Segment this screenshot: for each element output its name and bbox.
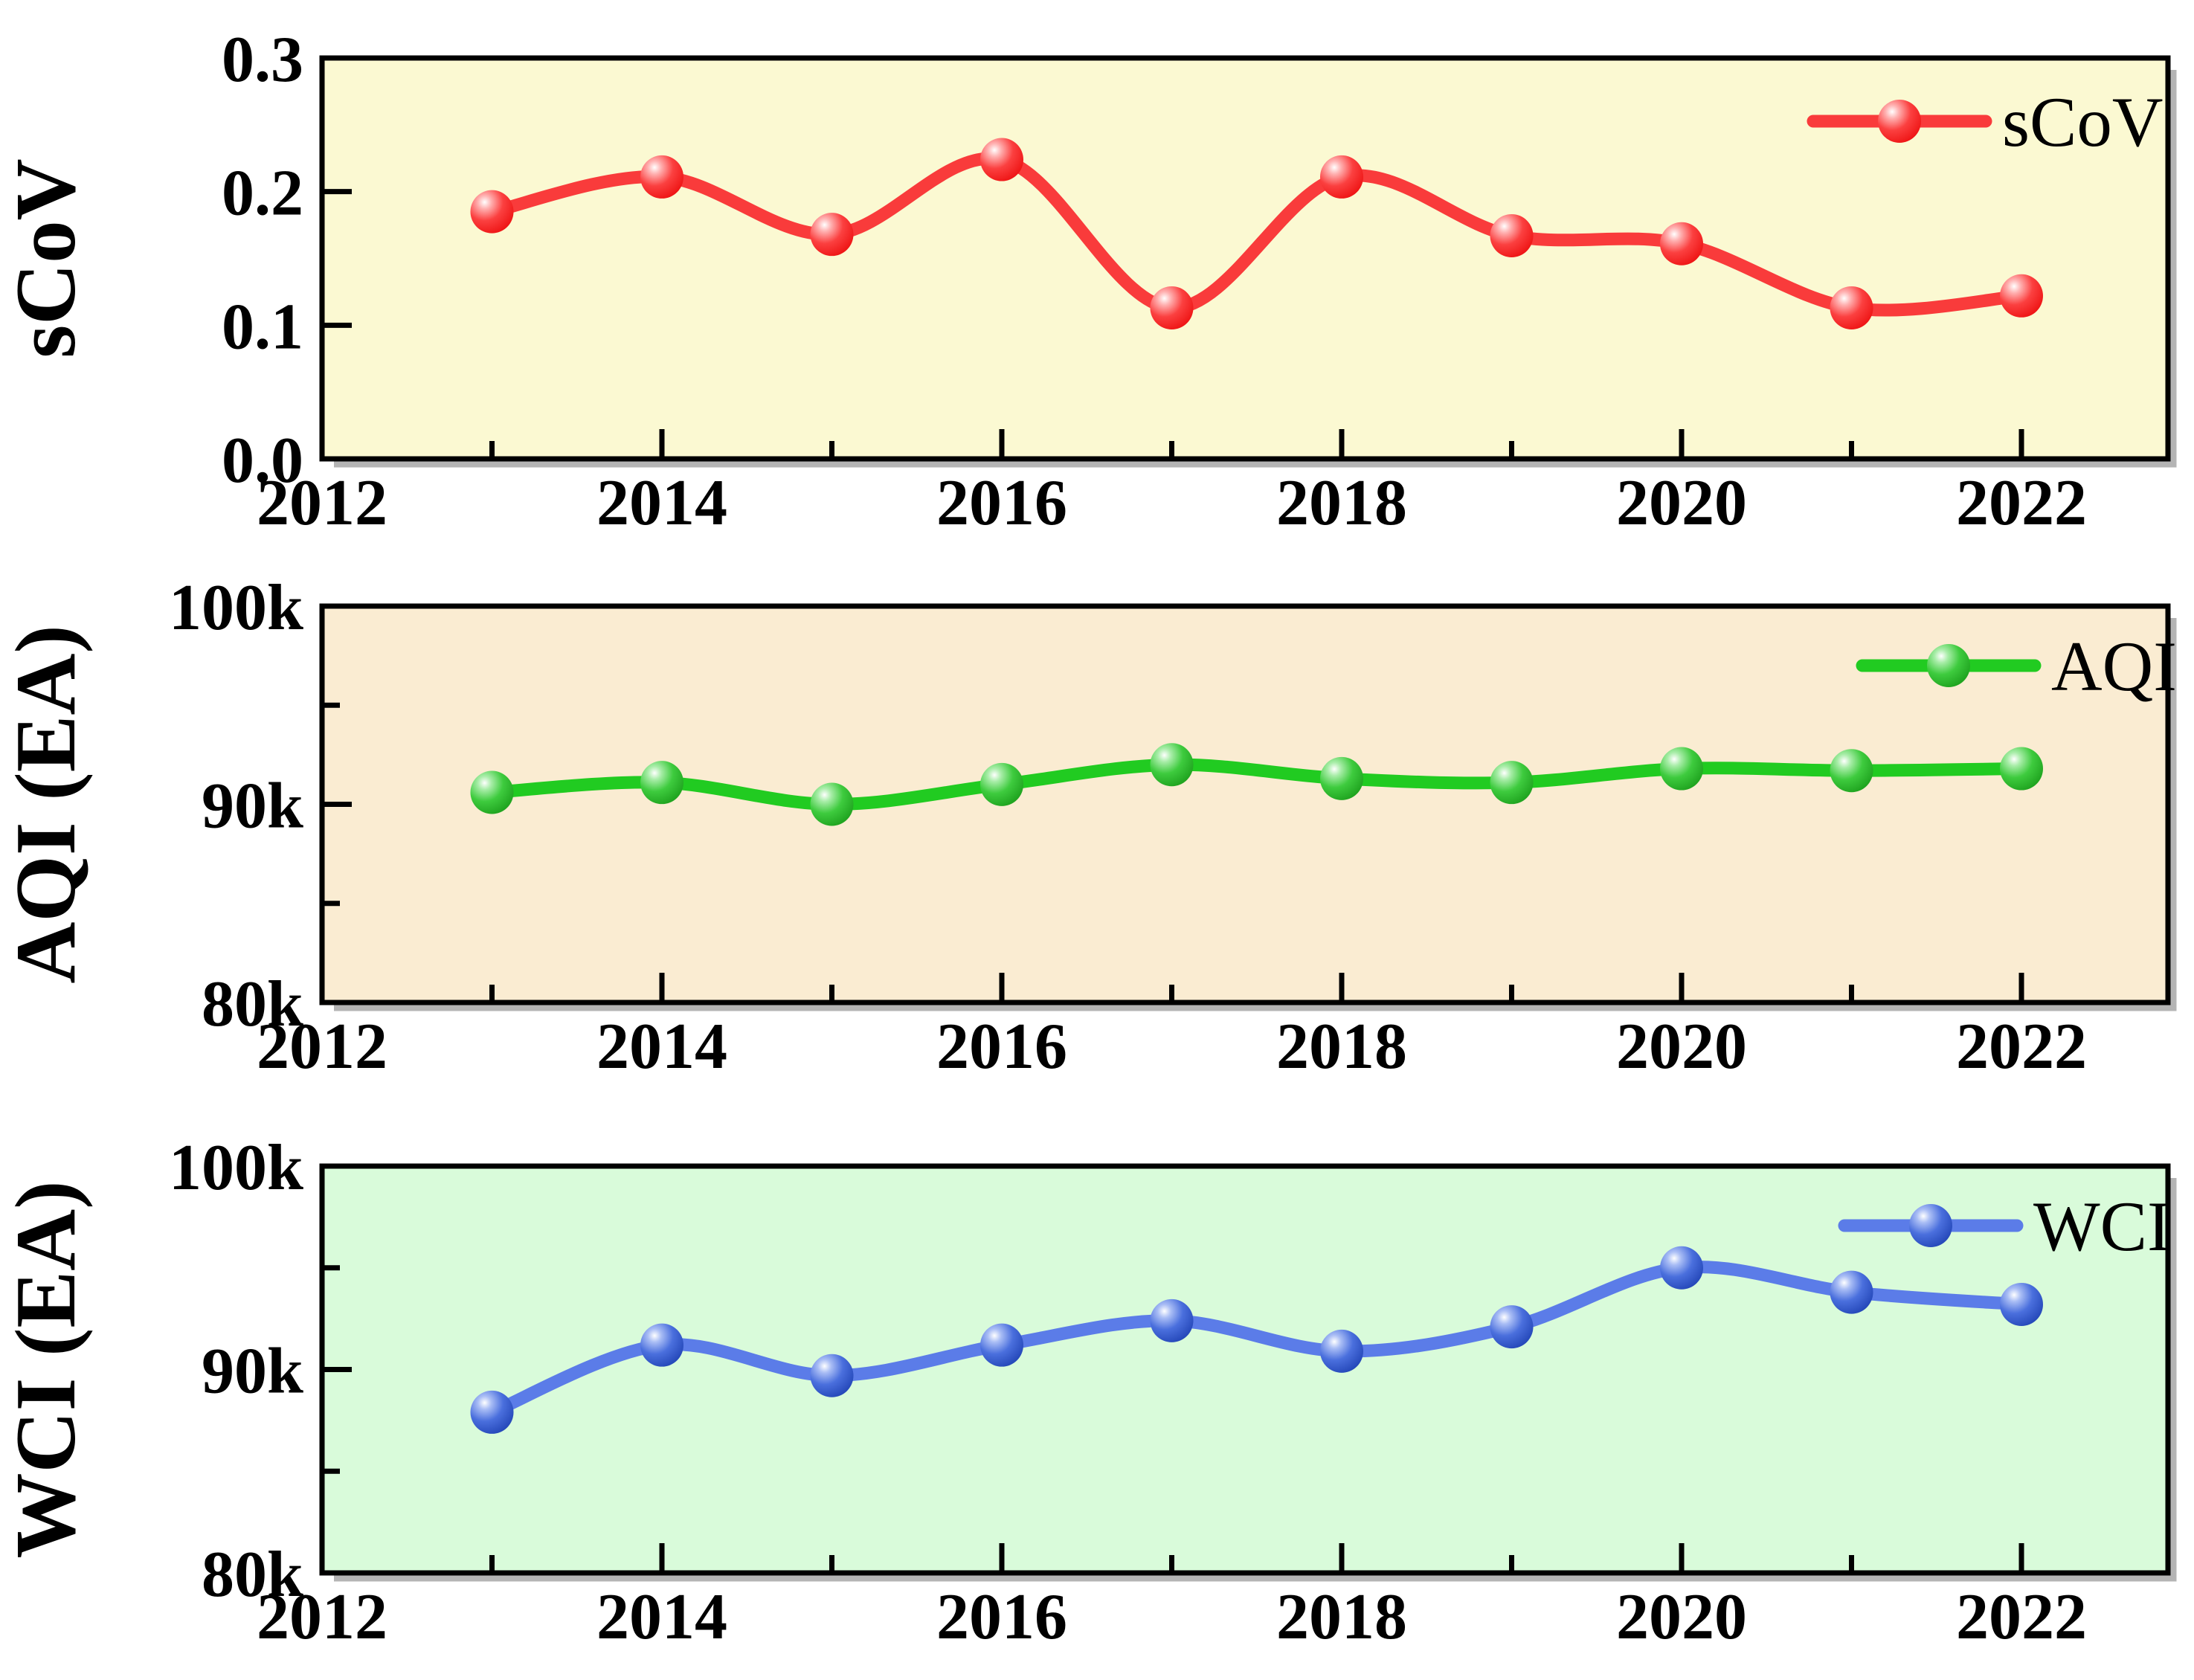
scov-data-point-marker <box>1660 222 1703 265</box>
wci-y-axis-title: WCI (EA) <box>0 1181 93 1559</box>
scov-data-point-marker <box>1830 286 1873 329</box>
wci-data-point-marker <box>1320 1329 1363 1373</box>
wci-chart: 2012 2014 2016 2018 2020 2022 80k 90k 100k WCI (E… <box>0 1132 2177 1653</box>
scov-legend-label: sCoV <box>2002 83 2163 161</box>
x-tick-label: 2022 <box>1956 1581 2087 1653</box>
y-tick-label: 90k <box>202 770 303 843</box>
x-tick-label: 2018 <box>1276 467 1407 539</box>
x-tick-label: 2022 <box>1956 1011 2087 1083</box>
wci-legend-marker <box>1909 1204 1952 1247</box>
aqi-data-point-marker <box>1490 761 1534 805</box>
x-tick-label: 2018 <box>1276 1581 1407 1653</box>
scov-data-point-marker <box>810 213 854 257</box>
frame-shadow <box>334 618 2177 1011</box>
frame-shadow <box>334 1178 2177 1582</box>
x-tick-label: 2020 <box>1616 1011 1747 1083</box>
scov-data-point-marker <box>470 190 514 234</box>
y-tick-label: 100k <box>169 572 303 644</box>
aqi-data-point-marker <box>1320 756 1363 800</box>
scov-y-axis-title: sCoV <box>0 158 93 358</box>
aqi-data-point-marker <box>2000 747 2043 791</box>
x-tick-label: 2016 <box>936 467 1067 539</box>
aqi-data-point-marker <box>810 782 854 826</box>
aqi-data-point-marker <box>1830 749 1873 793</box>
frame-shadow <box>334 70 2177 468</box>
y-tick-label: 80k <box>202 968 303 1040</box>
x-tick-label: 2020 <box>1616 467 1747 539</box>
wci-plot-frame <box>319 1163 2171 1576</box>
y-tick-label: 80k <box>202 1539 303 1611</box>
x-tick-label: 2020 <box>1616 1581 1747 1653</box>
wci-data-point-marker <box>1660 1246 1703 1290</box>
y-tick-label: 0.0 <box>222 425 303 497</box>
wci-data-point-marker <box>470 1390 514 1434</box>
aqi-legend-marker <box>1927 644 1970 687</box>
y-tick-label: 0.1 <box>222 291 303 363</box>
scov-data-point-marker <box>1150 286 1194 329</box>
scov-legend-marker <box>1878 100 1921 143</box>
scov-data-point-marker <box>1490 213 1534 257</box>
wci-data-point-marker <box>1490 1305 1534 1349</box>
y-tick-label: 0.2 <box>222 158 303 230</box>
aqi-data-point-marker <box>640 761 683 805</box>
scov-chart: 2012 2014 2016 2018 2020 2022 0.0 0.1 0.2 0.3 sCoV… <box>0 24 2177 539</box>
aqi-data-point-marker <box>1660 747 1703 791</box>
x-tick-label: 2022 <box>1956 467 2087 539</box>
x-tick-label: 2016 <box>936 1011 1067 1083</box>
x-tick-label: 2012 <box>257 467 387 539</box>
aqi-plot-area <box>322 606 2168 1002</box>
wci-data-point-marker <box>980 1323 1023 1367</box>
wci-data-point-marker <box>1150 1298 1194 1342</box>
scov-series-line <box>486 152 2028 317</box>
wci-legend-label: WCI <box>2033 1187 2171 1266</box>
wci-data-point-marker <box>1830 1270 1873 1314</box>
x-tick-label: 2018 <box>1276 1011 1407 1083</box>
aqi-data-point-marker <box>1150 743 1194 787</box>
x-tick-label: 2014 <box>596 1011 727 1083</box>
wci-data-point-marker <box>810 1354 854 1397</box>
aqi-plot-frame <box>319 603 2171 1005</box>
x-tick-label: 2012 <box>257 1011 387 1083</box>
y-tick-label: 100k <box>169 1132 303 1204</box>
y-tick-label: 90k <box>202 1336 303 1408</box>
scov-data-point-marker <box>2000 274 2043 318</box>
y-tick-label: 0.3 <box>222 24 303 96</box>
wci-plot-area <box>322 1166 2168 1573</box>
x-tick-label: 2012 <box>257 1581 387 1653</box>
wci-series-line <box>486 1261 2028 1419</box>
x-tick-label: 2014 <box>596 1581 727 1653</box>
scov-data-point-marker <box>640 155 683 199</box>
scov-plot-frame <box>319 55 2171 462</box>
wci-data-point-marker <box>2000 1282 2043 1326</box>
aqi-y-axis-title: AQI (EA) <box>0 625 93 983</box>
scov-data-point-marker <box>980 138 1023 181</box>
aqi-data-point-marker <box>980 762 1023 806</box>
aqi-chart: 2012 2014 2016 2018 2020 2022 80k 90k 100k AQI (E… <box>0 572 2177 1083</box>
scov-data-point-marker <box>1320 155 1363 199</box>
aqi-series-line <box>486 758 2028 811</box>
x-tick-label: 2014 <box>596 467 727 539</box>
aqi-data-point-marker <box>470 770 514 814</box>
aqi-legend-label: AQI <box>2051 627 2177 706</box>
wci-data-point-marker <box>640 1323 683 1367</box>
x-tick-label: 2016 <box>936 1581 1067 1653</box>
